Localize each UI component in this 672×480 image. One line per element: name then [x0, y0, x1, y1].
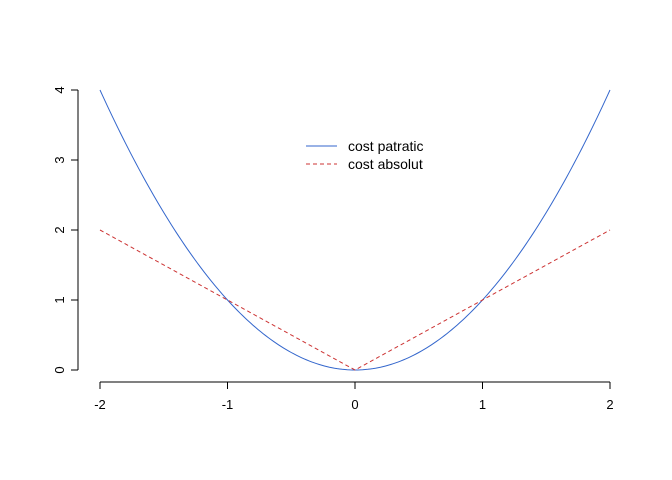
y-tick-label: 4: [52, 86, 67, 93]
legend: cost patratic cost absolut: [306, 138, 423, 172]
x-tick-label: 1: [479, 397, 486, 412]
y-tick-label: 2: [52, 226, 67, 233]
series-layer: [99, 89, 611, 371]
x-tick-label: 0: [351, 397, 358, 412]
axes: -2 -1 0 1 2 0 1 2 3 4: [52, 86, 614, 412]
series-line-cost-absolut: [99, 229, 611, 371]
x-tick-label: 2: [606, 397, 613, 412]
legend-label: cost absolut: [348, 156, 423, 172]
y-tick-label: 0: [52, 366, 67, 373]
x-tick-label: -1: [222, 397, 234, 412]
y-tick-label: 3: [52, 156, 67, 163]
series-line-cost-patratic: [99, 89, 611, 371]
x-tick-label: -2: [94, 397, 106, 412]
y-tick-label: 1: [52, 296, 67, 303]
legend-label: cost patratic: [348, 138, 423, 154]
